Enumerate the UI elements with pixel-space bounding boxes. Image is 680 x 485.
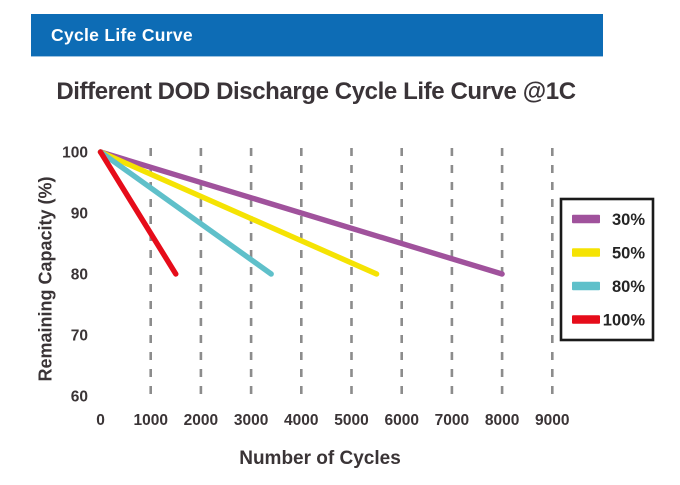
cycle-life-chart: 0 1000 2000 3000 4000 5000 6000 7000 8000 9000 10…: [62, 145, 655, 429]
y-tick-60: 60: [71, 389, 88, 406]
x-tick-7000: 7000: [435, 412, 469, 429]
y-tick-90: 90: [71, 206, 88, 223]
x-tick-3000: 3000: [234, 412, 268, 429]
banner: Cycle Life Curve: [31, 14, 603, 57]
banner-label: Cycle Life Curve: [51, 24, 193, 45]
series-lines: [97, 149, 505, 277]
gridlines: [149, 148, 554, 402]
x-tick-8000: 8000: [485, 412, 519, 429]
series-line-30%: [97, 149, 505, 277]
legend-label-100%: 100%: [603, 312, 646, 330]
legend-label-30%: 30%: [612, 211, 645, 229]
x-tick-2000: 2000: [184, 412, 218, 429]
y-axis-tick-labels: 100 90 80 70 60: [62, 145, 88, 406]
series-line-80%: [97, 149, 274, 277]
x-tick-0: 0: [96, 412, 105, 429]
chart-title: Different DOD Discharge Cycle Life Curve…: [56, 78, 576, 105]
legend: 30% 50% 80% 100%: [559, 197, 655, 342]
x-tick-4000: 4000: [284, 412, 318, 429]
series-line-100%: [97, 149, 179, 277]
legend-swatch-50%: [572, 248, 600, 257]
legend-swatch-100%: [572, 315, 600, 324]
x-tick-5000: 5000: [334, 412, 368, 429]
y-axis-title: Remaining Capacity (%): [35, 176, 56, 382]
y-tick-70: 70: [71, 328, 88, 345]
legend-label-50%: 50%: [612, 245, 645, 263]
series-line-50%: [97, 149, 380, 277]
y-tick-100: 100: [62, 145, 88, 162]
x-axis-title: Number of Cycles: [239, 448, 401, 469]
x-tick-1000: 1000: [133, 412, 167, 429]
legend-swatch-80%: [572, 281, 600, 291]
y-tick-80: 80: [71, 267, 88, 284]
x-tick-6000: 6000: [384, 412, 418, 429]
legend-swatch-30%: [572, 214, 600, 224]
legend-label-80%: 80%: [612, 278, 645, 296]
x-axis-tick-labels: 0 1000 2000 3000 4000 5000 6000 7000 8000 9000: [96, 412, 569, 429]
x-tick-9000: 9000: [535, 412, 569, 429]
